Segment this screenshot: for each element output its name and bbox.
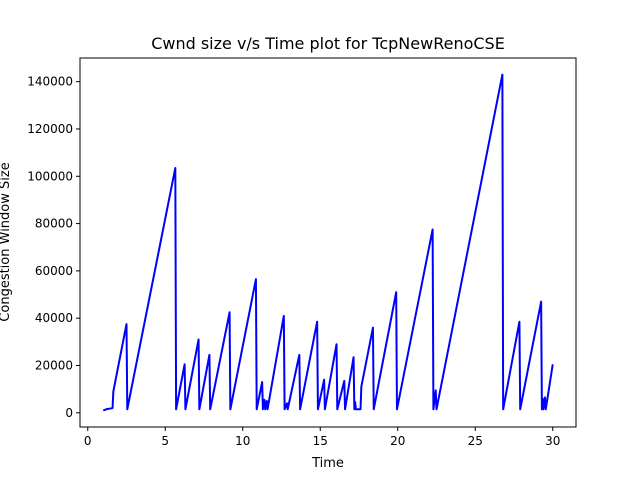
y-tick-label: 120000 bbox=[27, 122, 73, 136]
x-tick-label: 0 bbox=[84, 434, 92, 448]
y-tick-label: 140000 bbox=[27, 75, 73, 89]
y-tick-label: 100000 bbox=[27, 169, 73, 183]
x-axis: 0 5 10 15 20 25 30 bbox=[84, 427, 560, 448]
x-axis-title: Time bbox=[311, 456, 344, 471]
x-tick-label: 5 bbox=[161, 434, 169, 448]
y-tick-label: 20000 bbox=[35, 359, 73, 373]
y-tick-label: 0 bbox=[65, 406, 73, 420]
y-tick-label: 80000 bbox=[35, 217, 73, 231]
chart-title: Cwnd size v/s Time plot for TcpNewRenoCS… bbox=[151, 34, 505, 53]
y-tick-label: 40000 bbox=[35, 311, 73, 325]
x-tick-label: 20 bbox=[390, 434, 405, 448]
y-axis: 0 20000 40000 60000 80000 100000 120000 140000 bbox=[27, 75, 80, 420]
plot-frame bbox=[79, 57, 577, 428]
x-tick-label: 10 bbox=[235, 434, 250, 448]
y-tick-label: 60000 bbox=[35, 264, 73, 278]
y-axis-title: Congestion Window Size bbox=[0, 162, 13, 321]
x-tick-label: 25 bbox=[468, 434, 483, 448]
series-line-0 bbox=[102, 73, 554, 412]
plot-area bbox=[102, 73, 554, 412]
x-tick-label: 15 bbox=[313, 434, 328, 448]
x-tick-label: 30 bbox=[545, 434, 560, 448]
